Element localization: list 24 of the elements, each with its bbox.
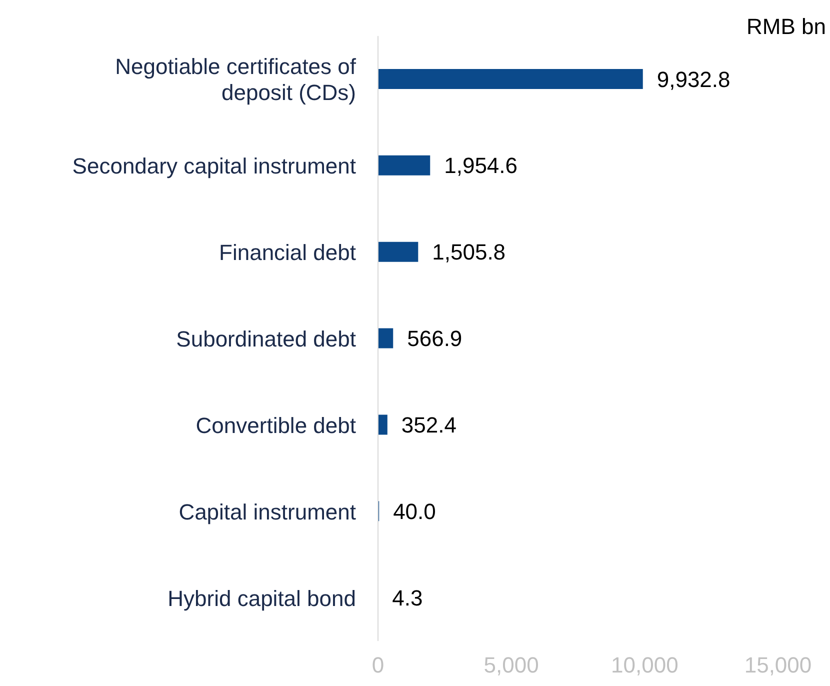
bar — [378, 155, 430, 176]
data-label: 9,932.8 — [656, 66, 730, 92]
data-label: 1,954.6 — [444, 153, 518, 178]
x-tick-label: 10,000 — [611, 652, 678, 678]
data-label: 566.9 — [407, 326, 462, 352]
data-label: 1,505.8 — [432, 240, 506, 265]
y-tick-label: Subordinated debt — [176, 326, 356, 351]
data-label: 4.3 — [392, 585, 423, 610]
x-tick-label: 0 — [372, 652, 384, 678]
y-tick-label: Hybrid capital bond — [168, 585, 356, 610]
x-tick-label: 5,000 — [484, 652, 539, 678]
data-label: 352.4 — [401, 412, 456, 438]
bar — [378, 414, 388, 435]
y-tick-label: Capital instrument — [178, 498, 356, 524]
annotation: RMB bn — [746, 14, 826, 40]
y-tick-label: Convertible debt — [196, 412, 356, 438]
y-tick-label: Financial debt — [219, 240, 356, 265]
y-tick-label: Negotiable certificates of deposit (CDs) — [115, 54, 357, 105]
bar — [378, 242, 418, 262]
x-tick-label: 15,000 — [744, 652, 812, 678]
bar — [378, 69, 643, 89]
y-tick-label: Secondary capital instrument — [72, 153, 356, 178]
bar — [378, 328, 394, 348]
data-label: 40.0 — [393, 498, 436, 524]
